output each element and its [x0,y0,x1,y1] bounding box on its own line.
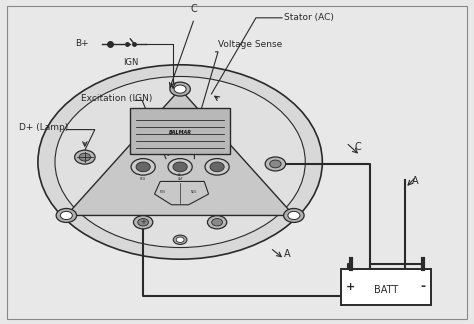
Text: Stator (AC): Stator (AC) [284,13,334,22]
Circle shape [131,159,155,175]
Text: B+: B+ [75,39,89,48]
Circle shape [174,85,186,93]
Circle shape [38,65,322,259]
Text: Voltage Sense: Voltage Sense [218,40,283,49]
Circle shape [288,211,300,220]
Text: BALMAR: BALMAR [169,130,191,135]
Text: NEG: NEG [191,190,198,194]
Circle shape [265,157,286,171]
Text: IGN: IGN [123,58,138,67]
Polygon shape [66,89,294,215]
Circle shape [60,211,73,220]
Text: Excitation (IGN): Excitation (IGN) [81,94,152,103]
Circle shape [74,150,95,164]
Circle shape [136,162,150,172]
Circle shape [176,237,184,242]
Circle shape [270,160,281,168]
Circle shape [55,76,305,248]
Circle shape [210,162,224,172]
Text: C: C [191,4,198,14]
Bar [130,108,230,154]
Circle shape [212,219,222,226]
Text: -: - [420,280,425,293]
Circle shape [283,208,304,223]
Text: A: A [283,249,290,259]
Text: D+ (Lamp): D+ (Lamp) [19,123,68,133]
Circle shape [138,219,148,226]
Text: +: + [346,282,356,292]
Circle shape [79,153,91,161]
Circle shape [134,216,153,229]
Circle shape [208,216,227,229]
Text: POS: POS [160,190,166,194]
Text: AC
CAP: AC CAP [177,173,183,181]
Bar [341,269,431,305]
Text: +: + [140,219,146,225]
Circle shape [173,162,187,172]
Text: A: A [411,177,418,186]
Circle shape [56,208,77,223]
Circle shape [170,82,191,96]
Circle shape [205,159,229,175]
Text: REG: REG [140,178,146,181]
Text: BATT: BATT [374,285,399,295]
Circle shape [173,235,187,244]
Text: C: C [355,143,361,152]
Circle shape [168,159,192,175]
